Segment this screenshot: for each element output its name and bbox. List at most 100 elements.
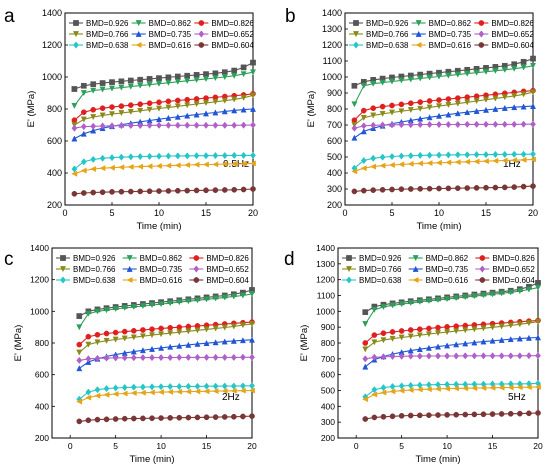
data-point <box>185 414 192 421</box>
data-point <box>121 383 128 392</box>
x-tick-label: 10 <box>442 441 452 451</box>
x-tick-label: 20 <box>247 441 257 451</box>
data-point <box>249 353 255 361</box>
data-point <box>453 323 460 330</box>
x-tick-label: 5 <box>399 441 404 451</box>
data-point <box>202 100 210 107</box>
data-point <box>388 161 395 169</box>
data-point <box>516 288 523 295</box>
data-point <box>379 153 386 161</box>
data-point <box>250 121 256 129</box>
y-tick-label: 1100 <box>323 56 342 66</box>
data-point <box>94 386 101 394</box>
data-point <box>130 383 137 391</box>
data-point <box>103 385 110 393</box>
data-point <box>108 111 116 118</box>
data-point <box>507 410 514 417</box>
data-point <box>130 327 137 334</box>
series-BMD=0.604 <box>362 410 541 422</box>
data-point <box>176 342 183 349</box>
legend-marker <box>135 30 142 37</box>
legend-label: BMD=0.604 <box>206 276 249 285</box>
data-point <box>165 162 172 169</box>
data-point <box>103 416 110 423</box>
data-point <box>139 383 146 391</box>
data-point <box>435 73 443 80</box>
data-point <box>379 186 386 193</box>
data-point <box>426 98 433 104</box>
data-point <box>520 103 527 110</box>
y-tick-label: 600 <box>321 370 335 380</box>
data-point <box>435 352 441 360</box>
data-point <box>158 331 165 338</box>
data-point <box>398 352 405 360</box>
data-point <box>360 114 367 121</box>
legend-marker <box>60 276 66 284</box>
data-point <box>443 385 450 392</box>
x-tick-label: 20 <box>533 441 543 451</box>
y-tick-label: 300 <box>327 184 342 194</box>
legend-label: BMD=0.652 <box>206 265 249 274</box>
data-point <box>534 334 542 341</box>
data-point <box>76 349 83 356</box>
y-tick-label: 200 <box>35 433 49 443</box>
y-tick-label: 500 <box>327 152 342 162</box>
data-point <box>156 75 162 81</box>
data-point <box>416 332 423 339</box>
legend-marker <box>126 255 133 262</box>
data-point <box>535 352 541 360</box>
data-point <box>90 114 97 121</box>
data-point <box>407 186 414 192</box>
data-point <box>76 313 83 319</box>
series-BMD=0.766 <box>351 89 537 129</box>
data-point <box>482 68 490 75</box>
data-point <box>121 305 128 312</box>
legend-label: BMD=0.926 <box>366 19 409 28</box>
data-point <box>90 165 97 173</box>
data-point <box>351 168 358 175</box>
data-point <box>127 188 134 195</box>
data-point <box>90 106 97 113</box>
panel-c: c 200 400 600 800 1000 1200 1400 0 5 10 15 20 Time (m… <box>4 243 257 464</box>
legend-marker <box>193 255 200 261</box>
data-point <box>167 330 174 337</box>
data-point <box>371 391 378 398</box>
data-point <box>76 365 83 372</box>
data-point <box>445 96 452 102</box>
data-point <box>445 111 452 118</box>
y-tick-label: 1300 <box>322 24 342 34</box>
data-point <box>203 187 209 194</box>
data-point <box>426 185 433 192</box>
frequency-annotation: 5Hz <box>508 392 526 403</box>
data-point <box>380 384 387 392</box>
data-point <box>389 102 395 109</box>
series-BMD=0.766 <box>76 321 256 356</box>
data-point <box>445 159 452 166</box>
data-point <box>118 122 125 130</box>
x-tick-label: 15 <box>202 441 212 451</box>
data-point <box>462 327 469 334</box>
data-point <box>416 326 423 333</box>
data-point <box>398 334 405 341</box>
data-point <box>362 321 369 328</box>
panel-label: b <box>285 6 296 27</box>
data-point <box>194 382 201 390</box>
data-point <box>511 150 518 158</box>
data-point <box>464 120 471 128</box>
data-point <box>483 120 489 128</box>
data-point <box>85 310 92 317</box>
data-point <box>193 77 200 84</box>
data-point <box>90 127 97 134</box>
data-point <box>118 78 125 85</box>
data-point <box>379 121 386 129</box>
data-point <box>389 388 396 395</box>
data-point <box>112 416 119 422</box>
data-point <box>351 117 358 124</box>
legend-label: BMD=0.826 <box>492 254 535 263</box>
data-point <box>434 385 441 392</box>
data-point <box>473 69 480 76</box>
data-point <box>137 152 144 161</box>
data-point <box>174 103 181 110</box>
x-tick-label: 0 <box>62 208 67 218</box>
x-tick-label: 5 <box>113 441 118 451</box>
